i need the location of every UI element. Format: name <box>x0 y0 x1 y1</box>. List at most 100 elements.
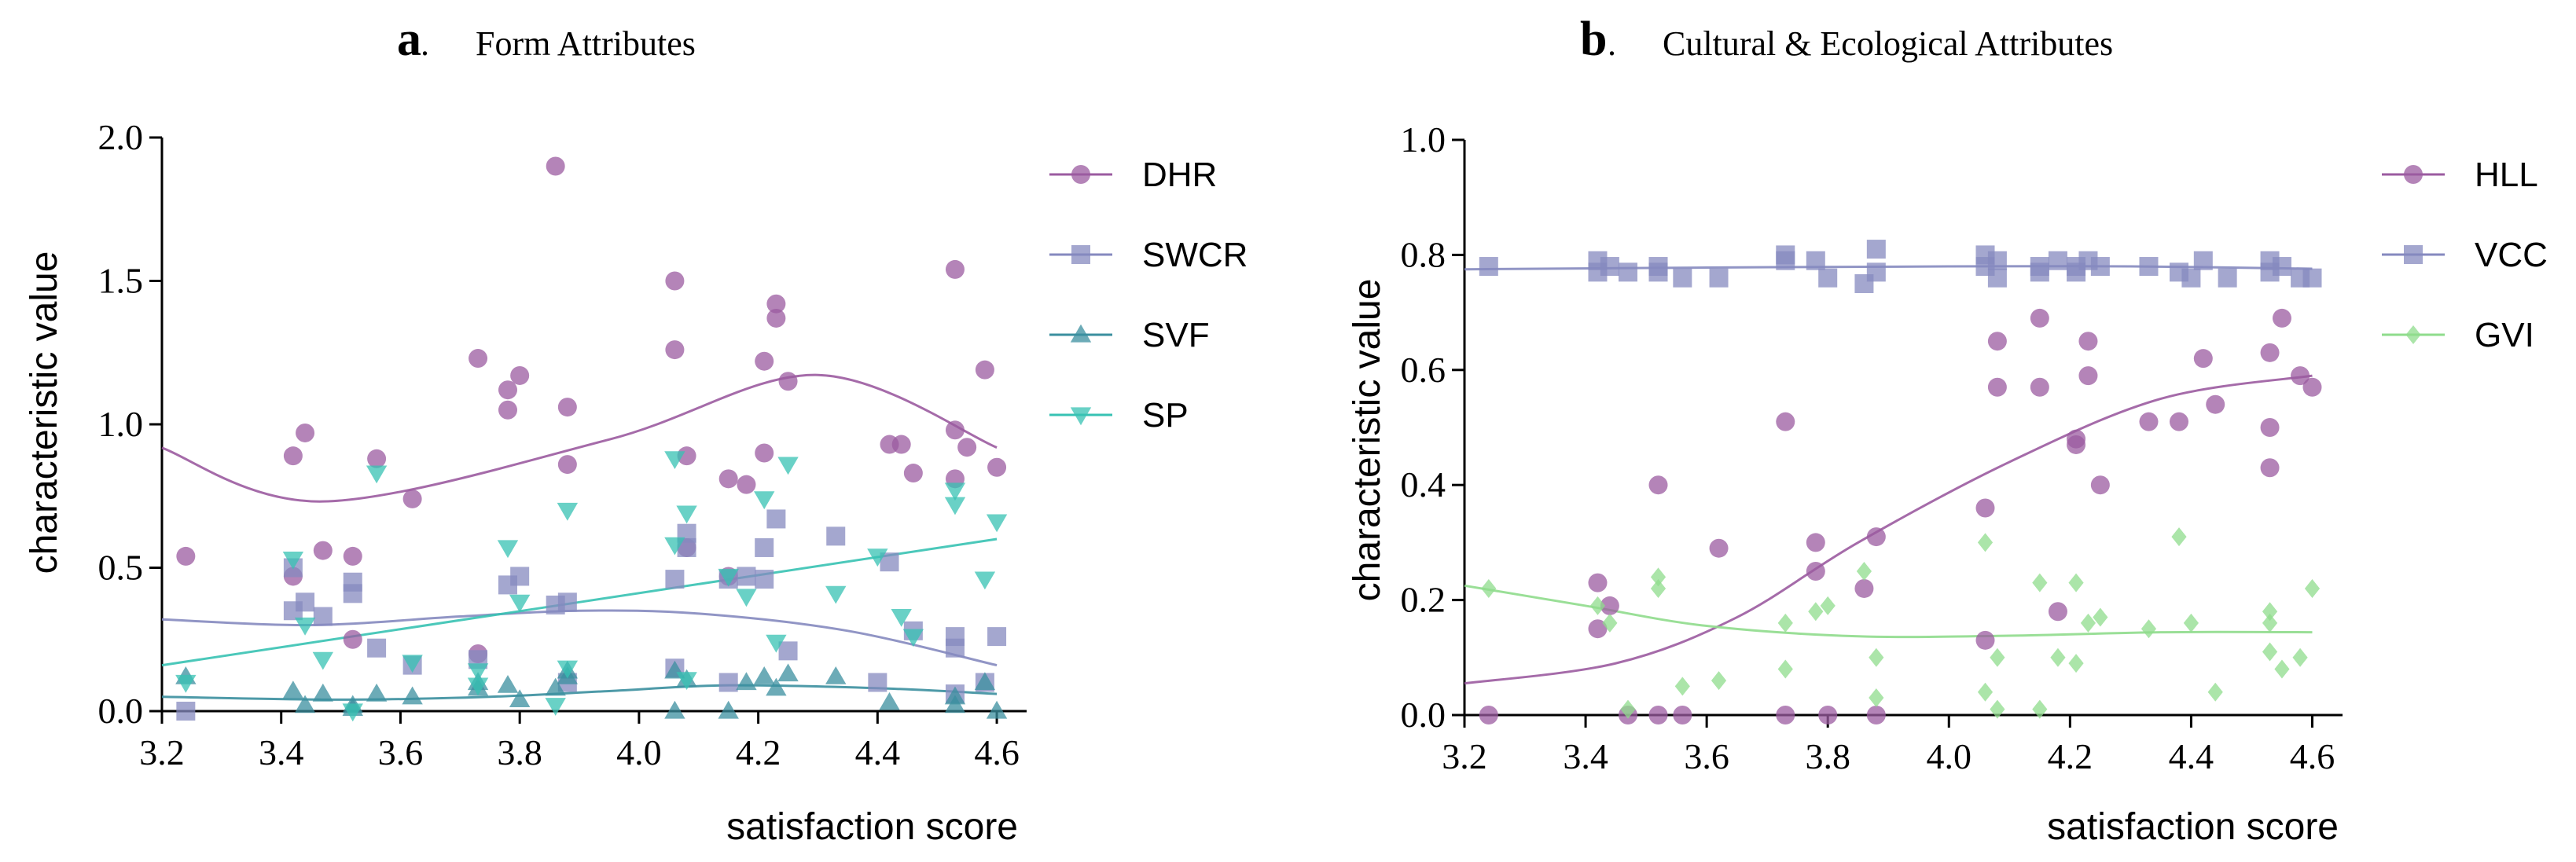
point-svf <box>497 674 519 693</box>
point-sp <box>974 571 996 590</box>
point-gvi <box>2171 527 2187 547</box>
point-hll <box>1854 578 1874 598</box>
point-gvi <box>1674 677 1690 696</box>
point-dhr <box>546 156 565 176</box>
panel-b-legend: HLL VCC GVI <box>2382 156 2548 354</box>
y-tick-label: 2.0 <box>98 117 144 157</box>
point-svf <box>282 680 304 699</box>
point-vcc <box>1618 262 1637 282</box>
panel-b-data-points <box>1479 240 2322 724</box>
point-hll <box>1588 573 1608 592</box>
point-sp <box>467 677 489 696</box>
point-swcr <box>868 673 887 692</box>
x-tick-label: 3.8 <box>497 732 542 772</box>
point-hll <box>2193 349 2213 369</box>
point-swcr <box>987 627 1007 647</box>
panel-b-axes: 0.0 0.2 0.4 0.6 0.8 1.0 3.2 3.4 3.6 3.8 4.0 4.2 4.4 4… <box>1401 119 2343 776</box>
point-sp <box>509 594 531 613</box>
point-hll <box>2260 343 2280 362</box>
legend-marker-vcc <box>2404 245 2423 264</box>
point-dhr <box>737 475 756 494</box>
point-svf <box>718 700 739 719</box>
point-svf <box>664 700 685 719</box>
panel-a-xlabel: satisfaction score <box>726 806 1018 848</box>
legend-label-svf: SVF <box>1142 316 1210 354</box>
x-tick-label: 3.6 <box>378 732 424 772</box>
point-gvi <box>2274 659 2290 679</box>
point-dhr <box>755 351 774 371</box>
point-sp <box>312 651 334 670</box>
x-tick-label: 4.0 <box>1927 736 1972 776</box>
x-tick-label: 3.2 <box>1442 736 1487 776</box>
point-sp <box>402 655 423 673</box>
point-gvi <box>2032 573 2048 592</box>
point-gvi <box>1650 567 1666 587</box>
point-sp <box>282 551 304 570</box>
legend-marker-swcr <box>1071 245 1090 264</box>
legend-label-gvi: GVI <box>2475 316 2534 354</box>
x-tick-label: 3.8 <box>1805 736 1850 776</box>
point-dhr <box>557 455 577 475</box>
point-sp <box>902 629 924 647</box>
point-gvi <box>2207 682 2223 702</box>
point-sp <box>175 674 197 693</box>
trend-line-dhr <box>161 373 998 503</box>
point-svf <box>974 672 996 691</box>
point-sp <box>366 465 388 484</box>
point-hll <box>1600 596 1619 615</box>
point-gvi <box>1869 688 1884 708</box>
point-hll <box>2048 602 2067 622</box>
point-dhr <box>557 398 577 417</box>
x-tick-label: 4.2 <box>2048 736 2093 776</box>
point-svf <box>879 691 900 710</box>
point-vcc <box>1987 268 2007 288</box>
point-dhr <box>766 294 786 314</box>
point-hll <box>2078 332 2098 351</box>
point-dhr <box>510 365 530 385</box>
point-sp <box>557 660 579 679</box>
x-tick-label: 4.4 <box>2169 736 2214 776</box>
legend-label-vcc: VCC <box>2475 236 2548 274</box>
point-gvi <box>2304 578 2321 598</box>
point-vcc <box>1776 251 1795 270</box>
point-dhr <box>343 546 362 566</box>
trend-line-gvi <box>1464 584 2313 639</box>
point-sp <box>718 568 739 587</box>
point-svf <box>312 683 334 702</box>
point-vcc <box>1709 268 1729 288</box>
point-gvi <box>2050 647 2066 667</box>
point-gvi <box>2141 619 2157 639</box>
point-sp <box>986 514 1008 533</box>
x-tick-label: 3.4 <box>259 732 304 772</box>
trend-line-sp <box>161 537 998 667</box>
legend-marker-gvi <box>2405 325 2421 344</box>
y-tick-label: 1.5 <box>98 261 144 301</box>
svg-text:.: . <box>421 24 429 63</box>
point-dhr <box>367 449 387 468</box>
point-hll <box>2260 418 2280 437</box>
point-gvi <box>1650 578 1666 598</box>
point-sp <box>944 482 966 501</box>
point-vcc <box>2090 257 2110 277</box>
point-svf <box>294 695 316 713</box>
point-gvi <box>1602 613 1618 633</box>
point-dhr <box>957 438 977 457</box>
point-gvi <box>2262 602 2278 622</box>
point-sp <box>736 589 757 607</box>
point-hll <box>1987 377 2007 397</box>
point-hll <box>1975 498 1995 518</box>
point-sp <box>777 457 799 475</box>
point-gvi <box>1869 647 1884 667</box>
point-svf <box>754 666 775 684</box>
x-tick-label: 4.0 <box>616 732 662 772</box>
point-hll <box>1866 706 1886 724</box>
x-tick-label: 3.2 <box>139 732 185 772</box>
point-gvi <box>2068 573 2084 592</box>
point-vcc <box>1866 262 1886 282</box>
point-swcr <box>945 638 965 658</box>
legend-label-sp: SP <box>1142 396 1189 435</box>
x-tick-label: 3.4 <box>1563 736 1608 776</box>
point-dhr <box>903 464 923 483</box>
point-hll <box>1776 706 1795 724</box>
legend-marker-dhr <box>1071 165 1090 184</box>
